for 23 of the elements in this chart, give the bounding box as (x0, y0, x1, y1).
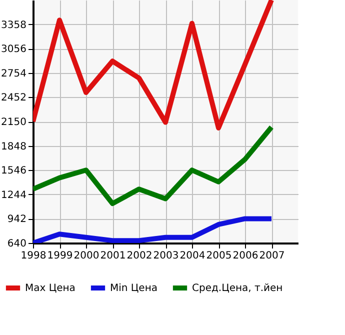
y-tick-label: 2452 (1, 92, 26, 104)
x-tick-label: 2006 (232, 250, 258, 262)
x-tick-label: 2005 (206, 250, 232, 262)
x-tick-label: 2001 (100, 250, 126, 262)
legend-label: Сред.Цена, т.йен (192, 283, 283, 294)
x-tick-label: 2004 (180, 250, 206, 262)
y-tick-label: 1546 (1, 166, 26, 177)
y-tick-label: 3358 (1, 20, 26, 31)
legend-label: Max Цена (25, 283, 76, 294)
y-tick-label: 942 (7, 214, 26, 226)
y-tick-label: 1848 (1, 141, 26, 152)
y-tick-label: 640 (7, 238, 26, 250)
x-tick-label: 1999 (47, 250, 73, 262)
y-tick-label: 1244 (1, 190, 26, 201)
x-tick-label: 2000 (74, 250, 100, 262)
y-tick-label: 3056 (1, 44, 26, 56)
x-tick-label: 2003 (153, 250, 179, 262)
y-tick-label: 2754 (1, 68, 26, 80)
y-tick-label: 2150 (1, 117, 26, 128)
x-tick-label: 2002 (126, 250, 152, 262)
legend-label: Min Цена (110, 283, 158, 294)
x-tick-label: 2007 (259, 250, 285, 262)
x-tick-label: 1998 (20, 250, 46, 262)
